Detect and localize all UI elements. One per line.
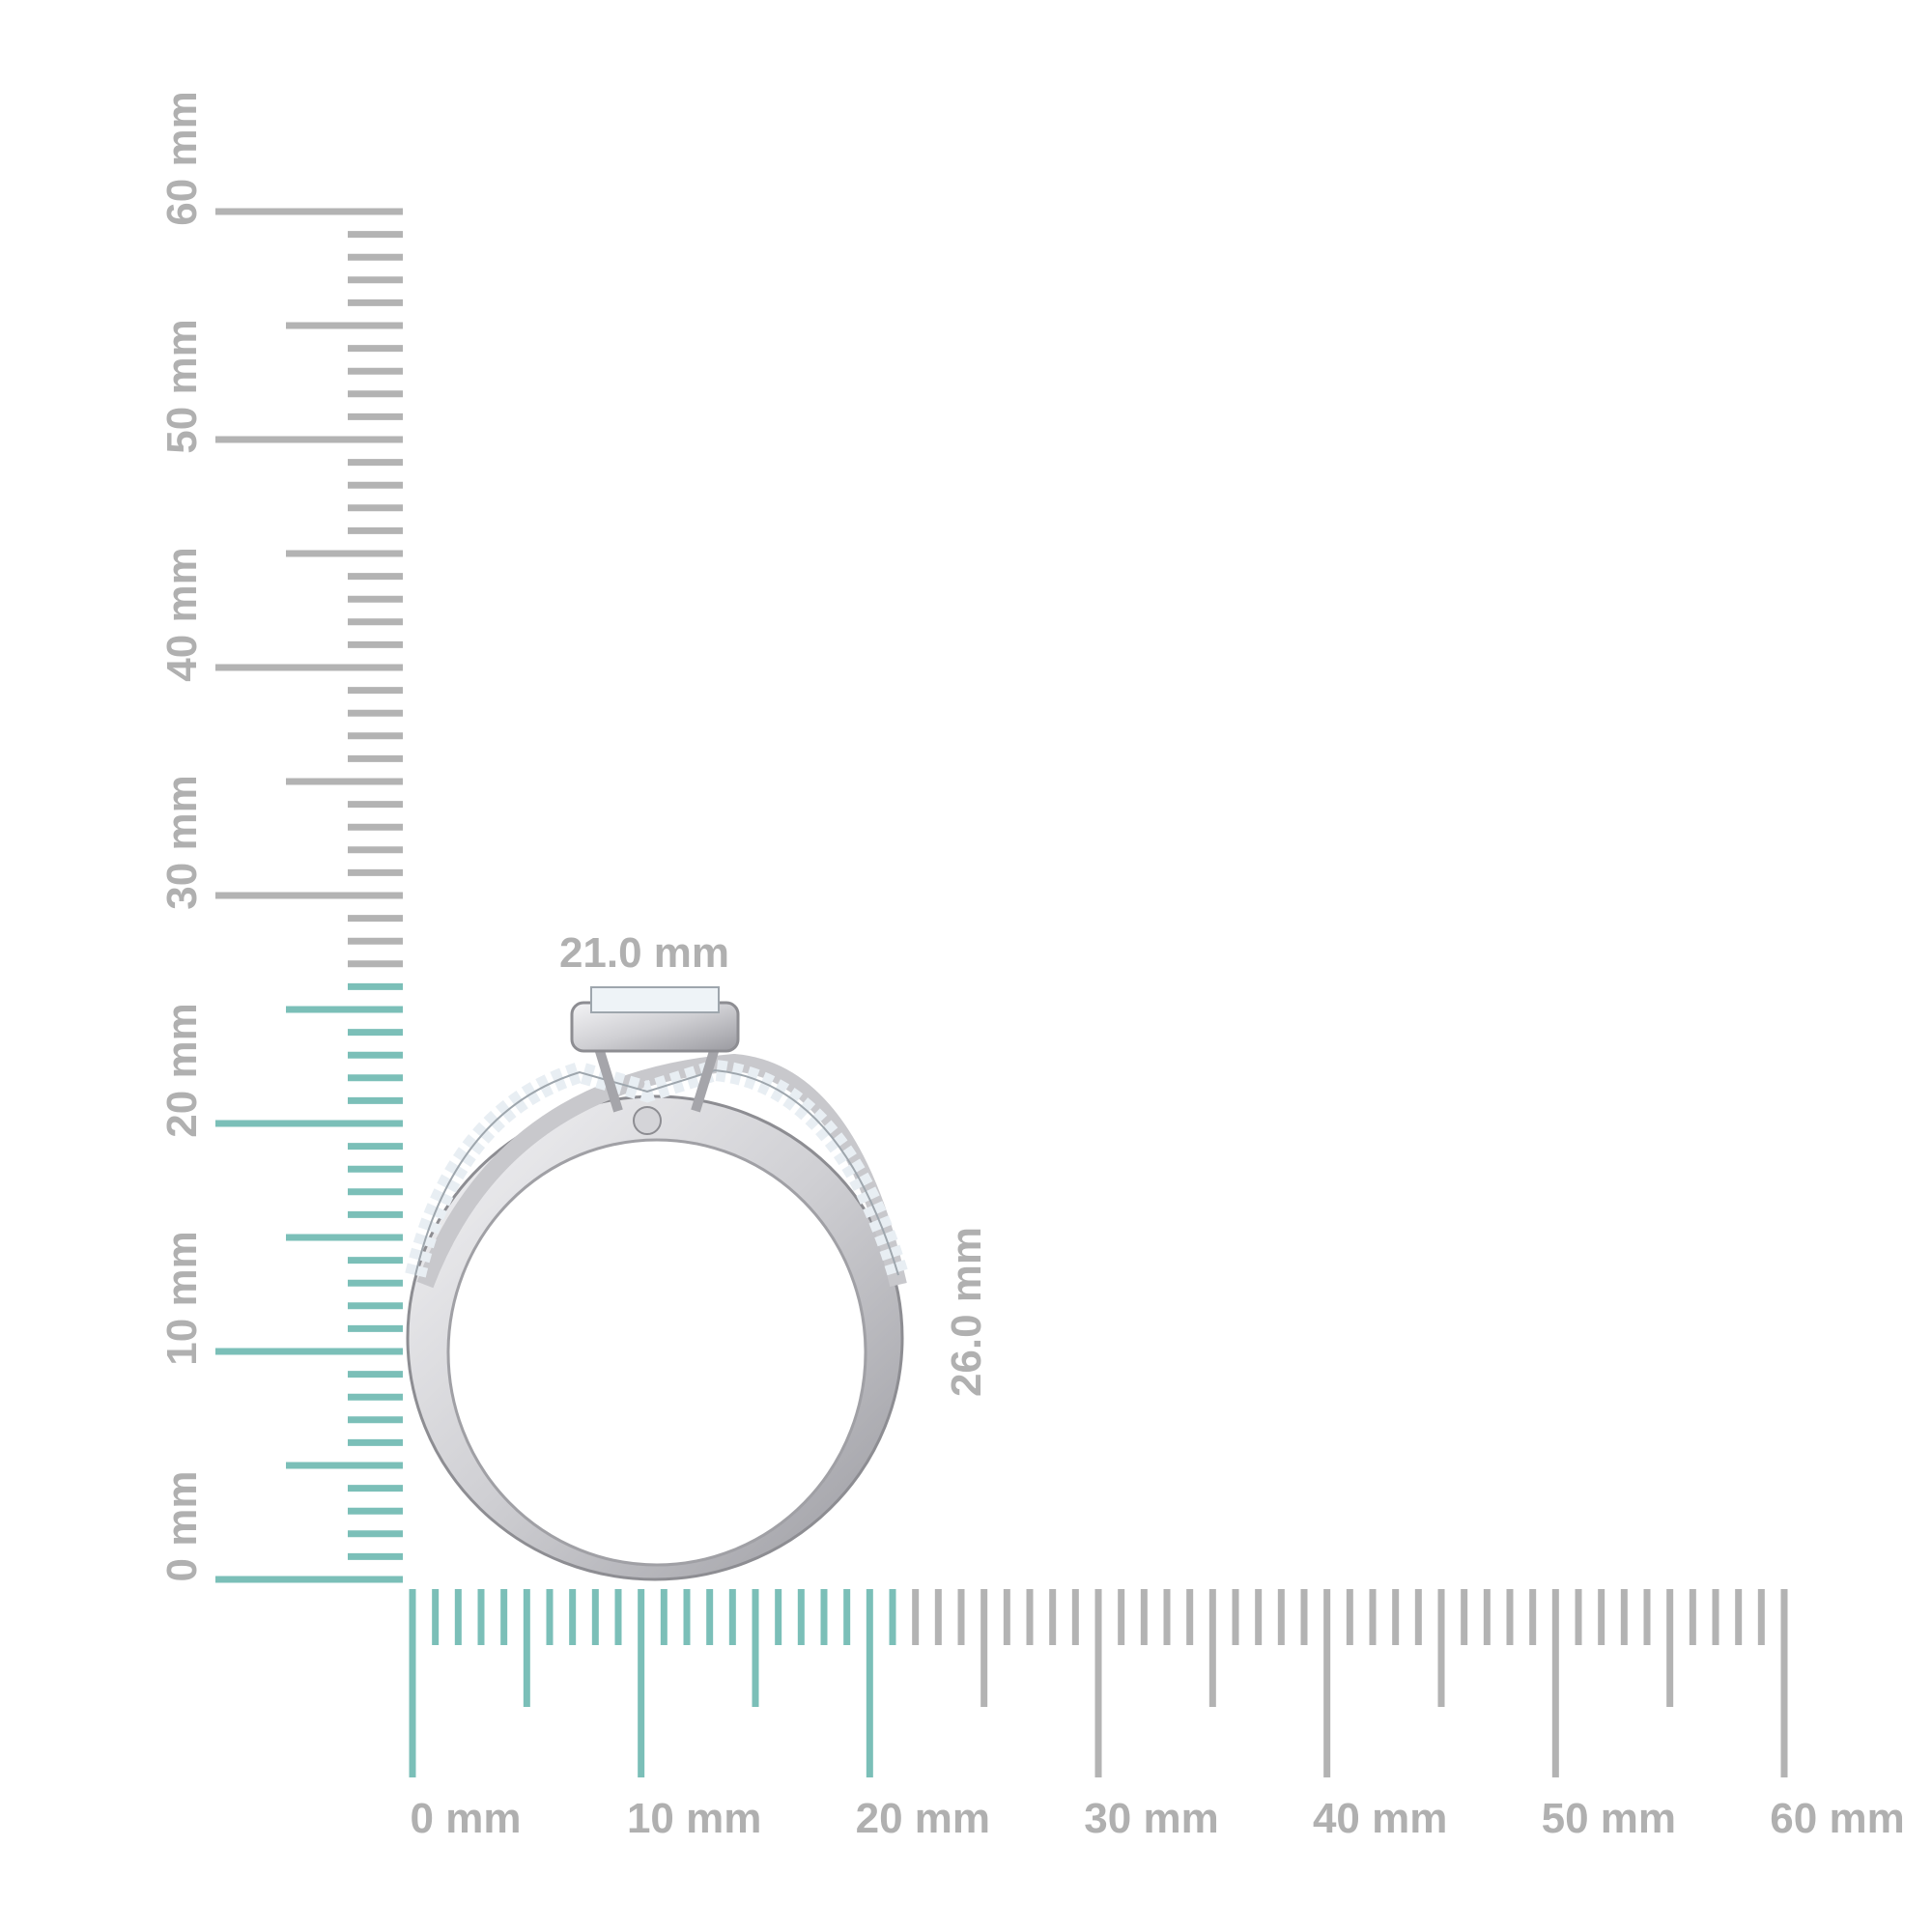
horizontal-ruler-label: 10 mm xyxy=(626,1795,762,1842)
vertical-ruler-label: 30 mm xyxy=(158,775,206,910)
horizontal-ruler-label: 0 mm xyxy=(410,1795,522,1842)
vertical-ruler-label: 60 mm xyxy=(158,91,206,226)
ring-diamond-shank xyxy=(405,1059,909,1279)
horizontal-ruler-label: 20 mm xyxy=(855,1795,991,1842)
horizontal-ruler-label: 50 mm xyxy=(1541,1795,1677,1842)
vertical-ruler-label: 10 mm xyxy=(158,1231,206,1366)
horizontal-ruler-label: 30 mm xyxy=(1084,1795,1219,1842)
horizontal-ruler-label: 60 mm xyxy=(1770,1795,1905,1842)
horizontal-ruler-label: 40 mm xyxy=(1312,1795,1448,1842)
vertical-ruler-label: 20 mm xyxy=(158,1003,206,1138)
vertical-ruler-label: 50 mm xyxy=(158,319,206,454)
ring-head xyxy=(570,986,740,1135)
vertical-ruler-label: 40 mm xyxy=(158,547,206,682)
width-dimension-label: 21.0 mm xyxy=(558,929,730,977)
height-dimension-label: 26.0 mm xyxy=(943,1226,990,1398)
vertical-ruler-label: 0 mm xyxy=(158,1470,206,1582)
ring-band xyxy=(406,1053,907,1581)
